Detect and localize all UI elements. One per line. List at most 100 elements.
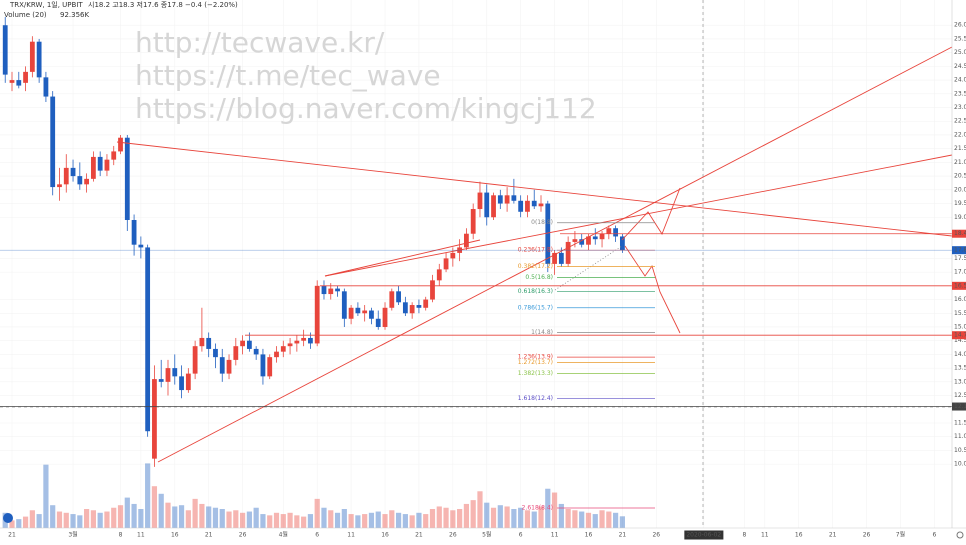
y-tick-label: 25.5 bbox=[954, 35, 966, 42]
candle-body bbox=[436, 269, 442, 281]
candle-body bbox=[355, 307, 361, 314]
candle-body bbox=[308, 337, 313, 344]
watermark: http://tecwave.kr/ bbox=[135, 26, 385, 59]
volume-bar bbox=[287, 512, 293, 528]
y-tick-label: 14.0 bbox=[954, 351, 966, 358]
x-tick-label: 21 bbox=[619, 532, 627, 539]
candle-body bbox=[57, 184, 62, 188]
candle-body bbox=[423, 299, 429, 308]
y-tick-label: 22.5 bbox=[954, 118, 966, 125]
volume-bar bbox=[362, 514, 368, 528]
fib-label: 1.382(13.3) bbox=[518, 370, 553, 377]
volume-bar bbox=[90, 510, 96, 528]
candle-body bbox=[362, 310, 368, 314]
volume-bar bbox=[613, 512, 619, 528]
volume-bar bbox=[457, 509, 463, 528]
volume-bar bbox=[504, 506, 510, 528]
volume-bar bbox=[307, 514, 314, 528]
candle-body bbox=[558, 252, 564, 264]
volume-bar bbox=[43, 464, 49, 528]
volume-bar bbox=[50, 505, 56, 528]
watermark: https://blog.naver.com/kingcj112 bbox=[135, 92, 597, 125]
volume-bar bbox=[436, 506, 442, 528]
date-highlight bbox=[684, 530, 724, 540]
candle-body bbox=[396, 291, 401, 303]
candle-body bbox=[504, 195, 510, 204]
fib-label: 1.272(13.7) bbox=[518, 359, 553, 366]
volume-bar bbox=[490, 507, 497, 528]
volume-bar bbox=[111, 507, 117, 528]
candle-body bbox=[77, 176, 83, 185]
candle-body bbox=[138, 244, 144, 248]
candle-body bbox=[389, 291, 395, 308]
candle-body bbox=[23, 71, 28, 83]
volume-bar bbox=[151, 486, 158, 528]
volume-bar bbox=[619, 516, 625, 528]
y-tick-label: 23.0 bbox=[954, 104, 966, 111]
candle-body bbox=[294, 340, 300, 344]
candle-body bbox=[104, 159, 110, 171]
grid bbox=[0, 0, 952, 528]
candle-body bbox=[70, 167, 76, 177]
volume-bar bbox=[355, 515, 361, 528]
x-tick-label: 6 bbox=[315, 532, 319, 539]
volume-bar bbox=[321, 507, 327, 528]
axis-layer: 10.0 10.5 11.0 11.5 12.5 13.0 13.5 14.0 14.5 15.0… bbox=[8, 22, 966, 540]
y-tick-label: 24.0 bbox=[954, 77, 966, 84]
candle-body bbox=[464, 233, 469, 248]
price-tag-label: 12.1 bbox=[954, 403, 966, 410]
candle-body bbox=[491, 195, 496, 218]
candle-body bbox=[518, 200, 524, 212]
candle-body bbox=[124, 137, 130, 220]
volume-bar bbox=[518, 507, 524, 528]
x-tick-label: 5월 bbox=[482, 531, 491, 539]
y-tick-label: 21.5 bbox=[954, 145, 966, 152]
y-tick-label: 14.5 bbox=[954, 337, 966, 344]
candle-body bbox=[63, 167, 69, 185]
candle-body bbox=[9, 80, 15, 83]
y-tick-label: 20.5 bbox=[954, 173, 966, 180]
volume-bar bbox=[531, 511, 537, 528]
volume-title: Volume (20) bbox=[4, 11, 47, 19]
candle-body bbox=[131, 219, 137, 245]
volume-bar bbox=[470, 500, 476, 528]
volume-bar bbox=[29, 510, 35, 528]
candle-body bbox=[586, 236, 591, 245]
candle-body bbox=[185, 373, 191, 391]
candle-body bbox=[511, 195, 517, 201]
candle-body bbox=[619, 236, 625, 251]
volume-bar bbox=[77, 515, 83, 528]
volume-bar bbox=[16, 519, 22, 528]
volume-bar bbox=[104, 511, 110, 528]
candle-body bbox=[172, 368, 178, 377]
x-tick-label: 7월 bbox=[896, 531, 905, 539]
y-tick-label: 12.5 bbox=[954, 392, 966, 399]
candle-body bbox=[565, 241, 571, 264]
trendline bbox=[116, 141, 953, 237]
x-tick-label: 6 bbox=[519, 532, 523, 539]
volume-bar bbox=[395, 512, 402, 528]
fib-layer: 0(18.8)0.236(17.8)0.382(17.2)0.5(16.8)0.… bbox=[0, 219, 952, 512]
volume-bar bbox=[9, 520, 15, 528]
x-tick-label: 26 bbox=[652, 532, 660, 539]
y-tick-label: 17.5 bbox=[954, 255, 966, 262]
candle-body bbox=[525, 200, 530, 212]
candle-body bbox=[90, 156, 96, 179]
volume-bar bbox=[477, 491, 483, 528]
volume-bar bbox=[551, 492, 558, 528]
volume-bar bbox=[443, 507, 449, 528]
fib-label: 0.618(16.3) bbox=[518, 288, 553, 295]
settings-icon[interactable] bbox=[956, 531, 964, 539]
x-tick-label: 26 bbox=[449, 532, 457, 539]
candle-body bbox=[50, 96, 56, 188]
y-tick-label: 26.0 bbox=[954, 22, 966, 29]
x-tick-label: 4월 bbox=[279, 531, 288, 539]
volume-bar bbox=[22, 516, 29, 528]
volume-bar bbox=[199, 503, 205, 528]
volume-bar bbox=[389, 510, 395, 528]
x-tick-label: 26 bbox=[863, 532, 871, 539]
candle-body bbox=[531, 200, 537, 207]
candle-body bbox=[213, 348, 218, 358]
